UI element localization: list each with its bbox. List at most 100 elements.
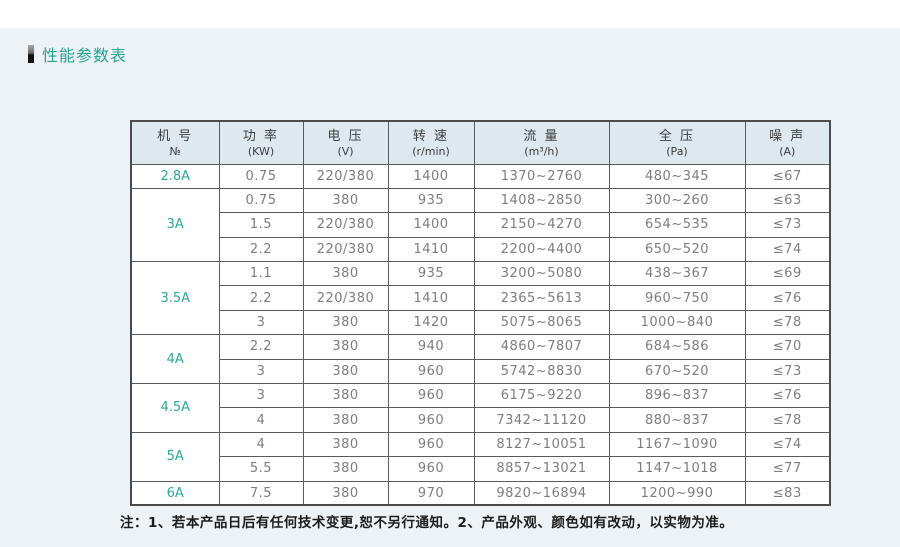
speed-cell: 960 [387,456,475,482]
table-row: 3A 0.75 380 935 1408~2850 300~260 ≤63 [130,187,831,263]
voltage-cell: 380 [302,431,389,458]
flow-cell: 4860~7807 [473,334,610,360]
noise-cell: ≤78 [744,407,831,433]
noise-cell: ≤77 [744,456,831,482]
flow-cell: 8857~13021 [473,456,610,482]
header-speed-unit: (r/min) [412,144,450,158]
header-pressure-label: 全 压 [658,128,696,144]
speed-cell: 960 [387,358,475,385]
noise-cell: ≤74 [744,431,831,458]
flow-cell: 2200~4400 [473,236,610,263]
noise-cell: ≤74 [744,236,831,263]
pressure-cell: 650~520 [608,236,746,263]
model-cell: 4.5A [130,383,220,433]
voltage-cell: 220/380 [302,212,389,238]
header-voltage-unit: (V) [337,144,354,158]
table-row: 2.2 220/380 1410 2200~4400 650~520 ≤74 [131,236,831,263]
table-row: 4.5A 3 380 960 6175~9220 896~837 ≤76 [130,383,831,433]
header-speed: 转 速 (r/min) [387,120,475,165]
power-cell: 2.2 [218,334,304,360]
pressure-cell: 880~837 [608,407,746,433]
power-cell: 2.2 [218,236,304,263]
pressure-cell: 1200~990 [608,480,746,506]
noise-cell: ≤76 [744,383,831,409]
power-cell: 0.75 [218,187,304,214]
speed-cell: 970 [387,480,475,506]
flow-cell: 5075~8065 [473,309,610,336]
flow-cell: 2150~4270 [473,212,610,238]
voltage-cell: 220/380 [302,163,389,189]
noise-cell: ≤73 [744,212,831,238]
pressure-cell: 960~750 [608,285,746,311]
flow-cell: 2365~5613 [473,285,610,311]
power-cell: 3 [218,309,304,336]
noise-cell: ≤63 [744,187,831,214]
speed-cell: 1410 [387,236,475,263]
header-model-unit: № [169,144,181,158]
table-row: 5.5 380 960 8857~13021 1147~1018 ≤77 [131,456,831,482]
header-model: 机 号 № [130,120,220,165]
power-cell: 4 [218,407,304,433]
header-speed-label: 转 速 [412,128,450,144]
model-cell: 3A [130,187,220,263]
speed-cell: 940 [387,334,475,360]
power-cell: 0.75 [218,163,304,189]
flow-cell: 6175~9220 [473,383,610,409]
voltage-cell: 380 [302,187,389,214]
model-cell: 5A [130,431,220,482]
pressure-cell: 480~345 [608,163,746,189]
pressure-cell: 654~535 [608,212,746,238]
power-cell: 5.5 [218,456,304,482]
pressure-cell: 300~260 [608,187,746,214]
flow-cell: 1408~2850 [473,187,610,214]
power-cell: 1.5 [218,212,304,238]
pressure-cell: 684~586 [608,334,746,360]
power-cell: 4 [218,431,304,458]
voltage-cell: 380 [302,261,389,287]
speed-cell: 1410 [387,285,475,311]
header-noise-label: 噪 声 [769,128,806,144]
header-power: 功 率 (KW) [218,120,304,165]
power-cell: 7.5 [218,480,304,506]
power-cell: 2.2 [218,285,304,311]
speed-cell: 960 [387,407,475,433]
pressure-cell: 438~367 [608,261,746,287]
footnote: 注：1、若本产品日后有任何技术变更,恕不另行通知。2、产品外观、颜色如有改动，以… [120,515,734,531]
voltage-cell: 380 [302,358,389,385]
power-cell: 3 [218,358,304,385]
pressure-cell: 670~520 [608,358,746,385]
voltage-cell: 380 [302,309,389,336]
noise-cell: ≤76 [744,285,831,311]
noise-cell: ≤83 [744,480,831,506]
voltage-cell: 380 [302,383,389,409]
table-row: 5A 4 380 960 8127~10051 1167~1090 ≤74 [130,431,831,482]
table-row: 2.2 220/380 1410 2365~5613 960~750 ≤76 [131,285,831,311]
speed-cell: 935 [387,261,475,287]
pressure-cell: 1147~1018 [608,456,746,482]
table-row: 3 380 960 5742~8830 670~520 ≤73 [131,358,831,385]
voltage-cell: 380 [302,456,389,482]
flow-cell: 9820~16894 [473,480,610,506]
performance-parameter-table: 机 号 № 功 率 (KW) 电 压 (V) 转 速 (r/min) 流 量 (… [130,120,831,507]
section-title-text: 性能参数表 [42,46,128,65]
header-model-label: 机 号 [157,128,194,144]
header-voltage-label: 电 压 [327,128,364,144]
flow-cell: 1370~2760 [473,163,610,189]
pressure-cell: 1000~840 [608,309,746,336]
header-noise: 噪 声 (A) [744,120,831,165]
header-power-unit: (KW) [247,144,275,158]
flow-cell: 7342~11120 [473,407,610,433]
noise-cell: ≤73 [744,358,831,385]
voltage-cell: 220/380 [302,236,389,263]
header-voltage: 电 压 (V) [302,120,389,165]
power-cell: 1.1 [218,261,304,287]
table-row: 4A 2.2 380 940 4860~7807 684~586 ≤70 [130,334,831,385]
header-noise-unit: (A) [779,144,796,158]
speed-cell: 1400 [387,212,475,238]
header-pressure-unit: (Pa) [666,144,688,158]
table-row: 2.8A 0.75 220/380 1400 1370~2760 480~345… [130,163,831,189]
model-cell: 3.5A [130,261,220,336]
pressure-cell: 1167~1090 [608,431,746,458]
flow-cell: 8127~10051 [473,431,610,458]
model-cell: 6A [130,480,220,506]
